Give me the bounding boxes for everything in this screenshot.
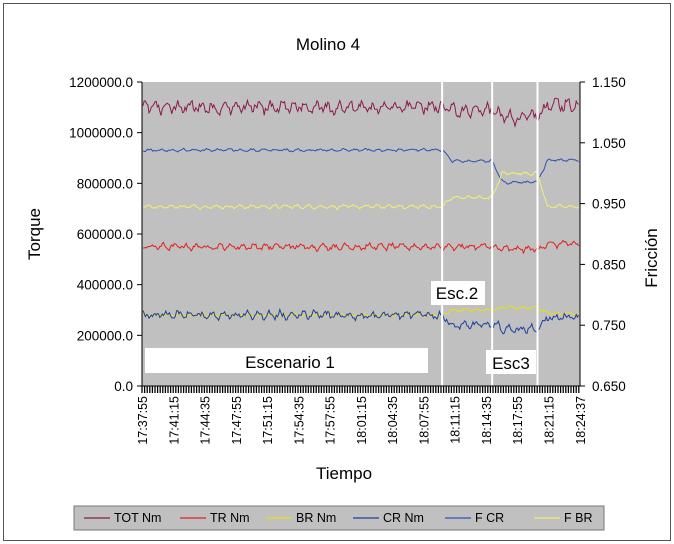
x-tick-label: 17:51:15 — [261, 396, 275, 445]
axis-ticks: 0.0 200000.0 400000.0 600000.0 800000.0 10000… — [69, 75, 626, 445]
annotation-escenario-1: Escenario 1 — [245, 353, 335, 372]
y-tick-label: 1000000.0 — [69, 126, 133, 141]
legend-label: BR Nm — [296, 511, 336, 525]
annotation-esc3: Esc3 — [492, 354, 530, 373]
x-axis-title: Tiempo — [316, 464, 372, 483]
y2-tick-label: 0.950 — [592, 197, 626, 212]
series-line-f-cr — [142, 147, 579, 185]
series-line-cr-nm — [142, 307, 580, 335]
series-line-tr-nm — [143, 239, 580, 255]
x-tick-label: 18:07:55 — [417, 396, 431, 445]
y2-tick-label: 0.850 — [592, 257, 626, 272]
series-line-tot-nm — [142, 97, 579, 129]
x-tick-label: 18:21:15 — [542, 396, 556, 445]
y2-tick-label: 1.050 — [592, 136, 626, 151]
x-tick-label: 17:37:55 — [136, 396, 150, 445]
x-tick-label: 17:54:35 — [292, 396, 306, 445]
x-tick-label: 18:11:15 — [449, 396, 463, 444]
legend-label: F CR — [475, 511, 504, 525]
series-line-f-br — [142, 170, 579, 211]
y-tick-label: 600000.0 — [77, 227, 133, 242]
y2-tick-label: 0.650 — [592, 379, 626, 394]
legend-label: TR Nm — [210, 511, 250, 525]
x-tick-label: 18:01:15 — [355, 396, 369, 445]
y-axis-title: Torque — [25, 208, 44, 260]
series-layer — [142, 97, 580, 335]
legend-label: CR Nm — [383, 511, 424, 525]
legend — [73, 505, 605, 531]
y2-axis-title: Fricción — [642, 228, 661, 288]
legend-entries: TOT Nm TR Nm BR Nm CR Nm F CR F BR — [84, 511, 592, 525]
x-tick-label: 18:14:35 — [480, 396, 494, 445]
plot-area — [142, 82, 580, 386]
x-tick-label: 18:04:35 — [386, 396, 400, 445]
y2-tick-label: 0.750 — [592, 318, 626, 333]
x-tick-label: 17:57:55 — [324, 396, 338, 445]
chart-title: Molino 4 — [296, 35, 360, 54]
y-tick-label: 200000.0 — [77, 328, 133, 343]
x-tick-label: 17:44:35 — [199, 396, 213, 445]
y-tick-label: 1200000.0 — [69, 75, 133, 90]
annotation-esc-2: Esc.2 — [436, 284, 479, 303]
annotation-box-esc3 — [486, 350, 536, 374]
x-tick-label: 18:17:55 — [511, 396, 525, 445]
y2-tick-label: 1.150 — [592, 75, 626, 90]
x-tick-label: 17:47:55 — [230, 396, 244, 445]
y-tick-label: 400000.0 — [77, 278, 133, 293]
x-tick-label: 17:41:15 — [167, 396, 181, 445]
y-tick-label: 0.0 — [114, 379, 133, 394]
y-tick-label: 800000.0 — [77, 176, 133, 191]
legend-label: TOT Nm — [114, 511, 161, 525]
annotation-box-esc-2 — [431, 281, 485, 305]
x-tick-label: 18:24:37 — [574, 396, 588, 445]
legend-label: F BR — [564, 511, 592, 525]
annotation-box-escenario-1 — [145, 348, 428, 373]
scenario-boundaries — [441, 82, 539, 386]
